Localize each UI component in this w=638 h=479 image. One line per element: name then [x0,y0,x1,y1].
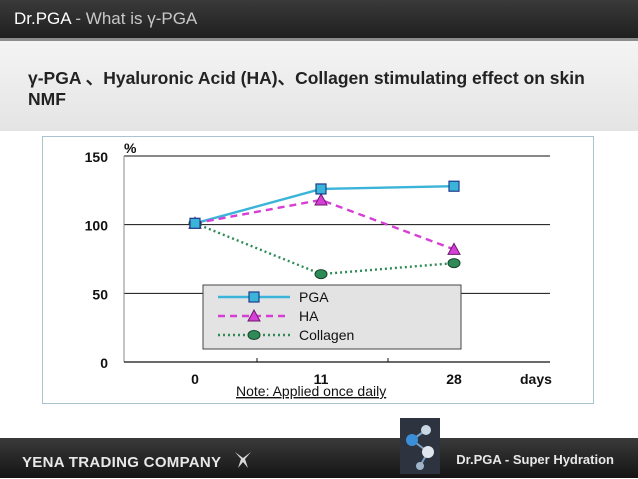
heading-background [0,41,638,131]
legend-marker-ha [247,308,261,322]
molecule-icon [406,425,434,470]
axes [123,156,550,363]
y-tick-label: 150 [85,149,109,165]
y-tick-labels: 0 50 100 150 [85,149,109,371]
legend-marker-collagen [247,330,261,340]
header-separator: - [70,9,86,28]
slide-title: γ-PGA 、Hyaluronic Acid (HA)、Collagen sti… [28,68,585,109]
legend-label-collagen: Collagen [299,327,354,343]
y-tick-label: 50 [92,286,108,302]
x-tick-label: 0 [191,371,199,387]
y-tick-label: 0 [100,355,108,371]
header-brand: Dr.PGA [14,9,71,28]
slide-header-bar: Dr.PGA - What is γ-PGA [0,0,638,38]
legend-label-ha: HA [299,308,319,324]
x-tick-label: 11 [314,371,329,387]
data-point-pga [315,183,327,195]
data-point-ha [314,192,328,206]
footer-company: YENA TRADING COMPANY [22,450,254,471]
data-point-collagen [314,269,328,280]
legend-label-pga: PGA [299,289,329,305]
y-tick-label: 100 [85,218,109,234]
chart-annotation: Note: Applied once daily [236,383,386,399]
data-point-pga [448,180,460,192]
y-axis-label: % [124,140,137,156]
logo-graphic [400,418,440,474]
footer-tagline: Dr.PGA - Super Hydration [456,452,614,467]
slide-footer [0,438,638,478]
legend-marker-pga [248,291,260,303]
x-tick-label: 28 [446,371,462,387]
footer-company-name: YENA TRADING COMPANY [22,454,222,471]
series-lines [188,180,461,280]
data-point-ha [447,242,461,255]
header-divider [0,38,638,41]
data-point-collagen [447,258,461,269]
x-axis-label: days [520,371,552,387]
header-subtitle: What is γ-PGA [85,9,198,28]
data-point-pga [189,217,201,229]
legend: PGA HA Collagen [202,284,462,350]
company-logo-icon [234,452,251,468]
series-line-ha [194,198,455,251]
x-tick-labels: 0 11 28 [191,371,462,387]
